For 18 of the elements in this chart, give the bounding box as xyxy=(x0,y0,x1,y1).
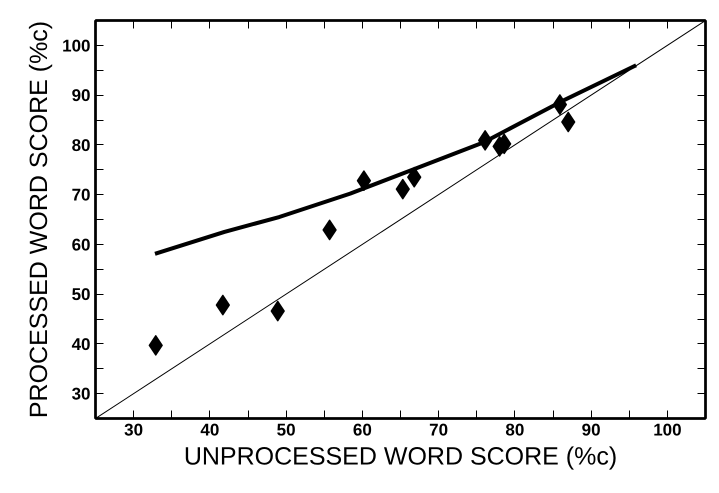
x-tick-label: 90 xyxy=(582,420,601,440)
x-tick-label: 100 xyxy=(653,420,682,440)
y-tick-label: 30 xyxy=(72,384,91,404)
y-axis-title: PROCESSED WORD SCORE (%c) xyxy=(25,20,54,418)
y-tick-label: 40 xyxy=(72,334,91,354)
y-tick-label: 50 xyxy=(72,285,91,304)
x-tick-label: 40 xyxy=(200,420,220,440)
x-tick-label: 50 xyxy=(276,420,296,440)
y-tick-label: 70 xyxy=(72,186,91,205)
x-tick-label: 60 xyxy=(352,420,372,440)
y-tick-label: 80 xyxy=(72,136,91,155)
y-tick-label: 60 xyxy=(72,235,91,254)
x-axis-title: UNPROCESSED WORD SCORE (%c) xyxy=(184,442,618,470)
x-tick-label: 70 xyxy=(429,420,448,440)
y-tick-label: 90 xyxy=(72,86,91,106)
y-tick-label: 100 xyxy=(62,36,91,56)
x-tick-label: 30 xyxy=(124,420,144,440)
x-tick-label: 80 xyxy=(505,420,524,440)
